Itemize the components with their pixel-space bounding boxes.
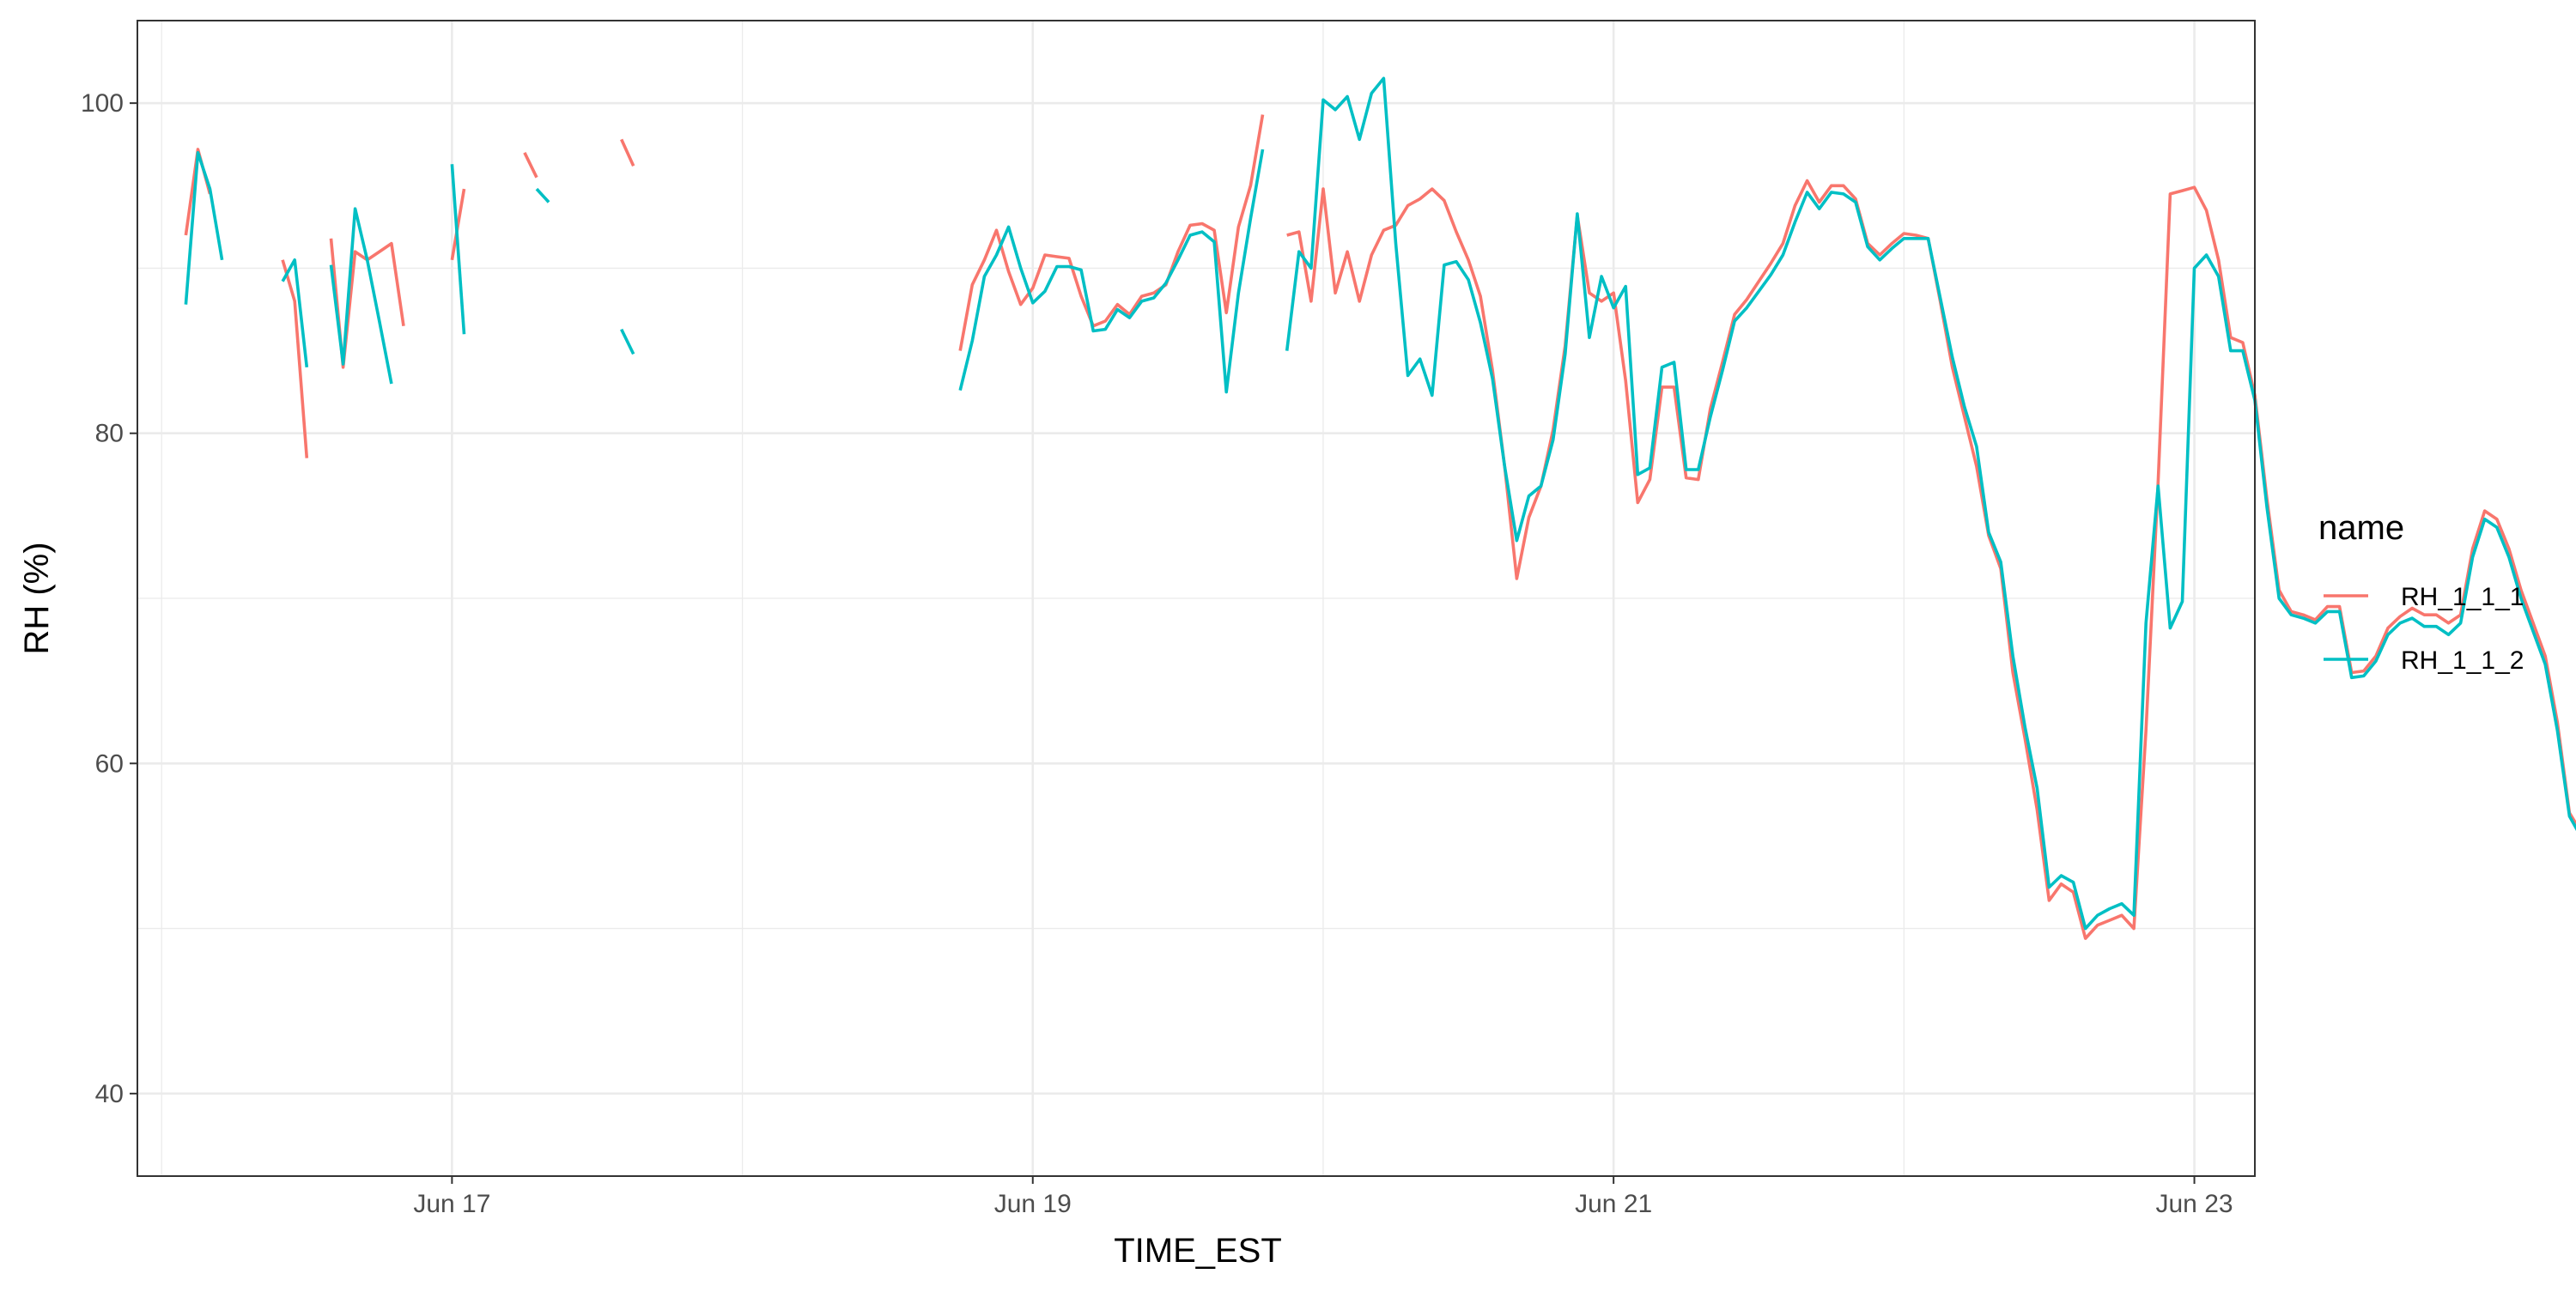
series-line-segment <box>1285 76 2576 931</box>
series-line-segment <box>450 164 466 335</box>
x-axis-title: TIME_EST <box>1114 1232 1282 1270</box>
legend-title: name <box>2318 509 2404 547</box>
series-line-segment <box>958 149 1265 394</box>
series-line-segment <box>281 258 309 368</box>
x-tick-label: Jun 21 <box>1575 1190 1652 1218</box>
series-RH_1_1_2 <box>184 76 2576 931</box>
x-tick-label: Jun 23 <box>2156 1190 2233 1218</box>
series-lines <box>184 76 2576 940</box>
legend: name RH_1_1_1 RH_1_1_2 <box>2318 509 2524 675</box>
y-tick-label: 80 <box>95 420 124 448</box>
x-tick-label: Jun 19 <box>994 1190 1072 1218</box>
y-tick-label: 100 <box>81 89 124 118</box>
series-line-segment <box>450 188 466 261</box>
series-line-segment <box>523 152 538 179</box>
series-line-segment <box>1286 179 2576 940</box>
series-line-segment <box>535 187 550 203</box>
grid-lines <box>137 21 2255 1176</box>
series-line-segment <box>958 114 1265 351</box>
series-line-segment <box>184 151 224 305</box>
legend-items: RH_1_1_1 RH_1_1_2 <box>2324 583 2524 675</box>
legend-label: RH_1_1_2 <box>2401 646 2524 675</box>
series-line-segment <box>329 207 393 385</box>
y-axis-title: RH (%) <box>18 542 56 654</box>
series-line-segment <box>620 138 635 167</box>
y-tick-label: 60 <box>95 749 124 778</box>
y-tick-label: 40 <box>95 1080 124 1108</box>
legend-label: RH_1_1_1 <box>2401 583 2524 611</box>
series-line-segment <box>620 328 635 355</box>
panel-border <box>137 20 2256 1177</box>
x-tick-label: Jun 17 <box>413 1190 490 1218</box>
axes: 40 60 80 100 Jun 17 Jun 19 Jun 21 Jun 23 <box>81 89 2233 1218</box>
